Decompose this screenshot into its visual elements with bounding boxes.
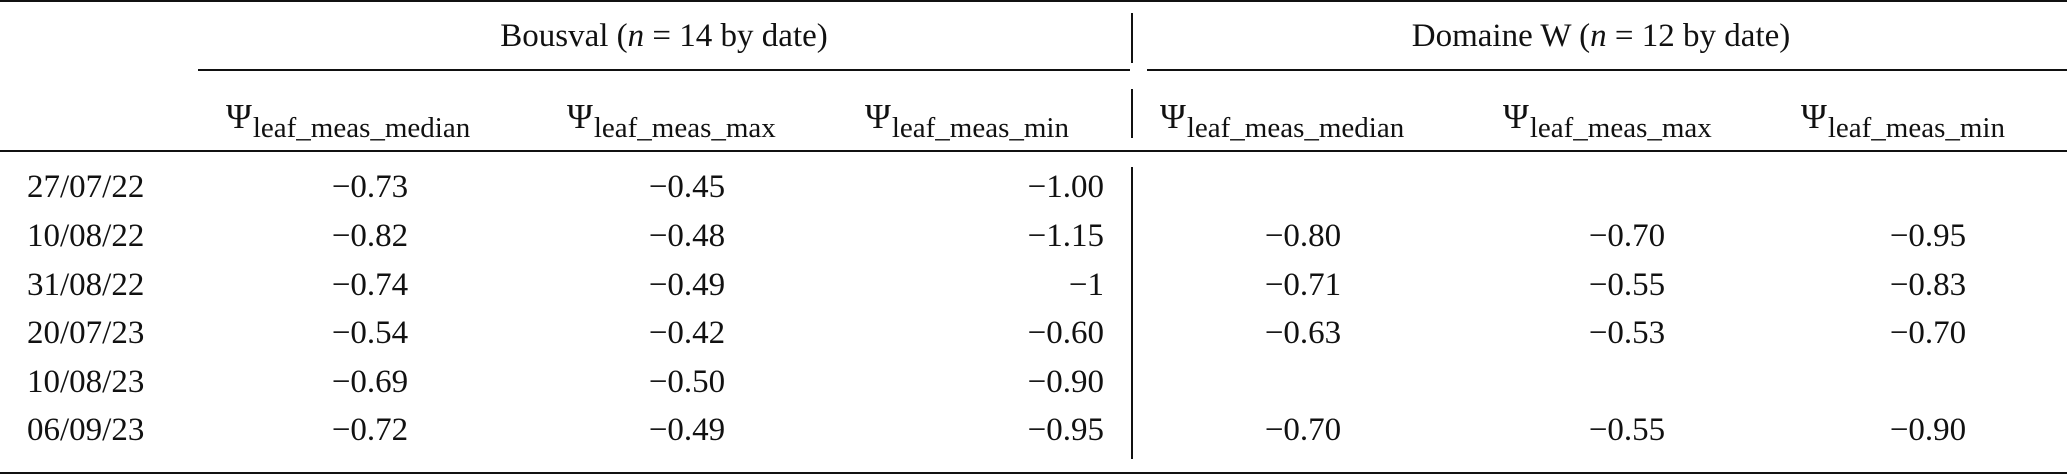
table-cell: −1.00: [1027, 169, 1104, 205]
table-cell: −0.70: [1889, 315, 1967, 351]
column-header-domaine-min: Ψleaf_meas_min: [1801, 97, 2005, 144]
group-n-variable: n: [627, 18, 645, 54]
column-subscript: leaf_meas_max: [593, 112, 776, 144]
column-header-bousval-median: Ψleaf_meas_median: [226, 97, 470, 144]
table-cell: −0.70: [1588, 218, 1666, 254]
psi-symbol: Ψ: [1801, 97, 1827, 136]
table-cell: −0.95: [1889, 218, 1967, 254]
row-date: 06/09/23: [27, 412, 145, 448]
row-date: 10/08/23: [27, 364, 145, 400]
header-separator-rule: [0, 150, 2067, 152]
column-subscript: leaf_meas_min: [891, 112, 1069, 144]
row-date: 10/08/22: [27, 218, 145, 254]
table-cell: −1: [1068, 267, 1104, 303]
group-name: Domaine W: [1411, 18, 1571, 54]
table-cell: −0.49: [648, 267, 726, 303]
group-n-suffix: = 14 by date): [644, 18, 828, 54]
table-cell: −0.53: [1588, 315, 1666, 351]
table-cell: −0.90: [1889, 412, 1967, 448]
table-cell: −0.42: [648, 315, 726, 351]
table-top-rule: [0, 0, 2067, 2]
row-date: 20/07/23: [27, 315, 145, 351]
group-title-domaine-w: Domaine W (n = 12 by date): [1412, 16, 1790, 56]
group-divider-body: [1131, 167, 1133, 459]
column-header-domaine-median: Ψleaf_meas_median: [1160, 97, 1404, 144]
column-header-bousval-min: Ψleaf_meas_min: [865, 97, 1069, 144]
table-cell: −0.63: [1264, 315, 1342, 351]
row-date: 27/07/22: [27, 169, 145, 205]
group-divider-top: [1131, 13, 1133, 63]
table-cell: −1.15: [1027, 218, 1104, 254]
column-subscript: leaf_meas_median: [1186, 112, 1405, 144]
psi-symbol: Ψ: [865, 97, 891, 136]
domaine-group-rule: [1147, 69, 2067, 71]
table-cell: −0.49: [648, 412, 726, 448]
table-cell: −0.90: [1027, 364, 1104, 400]
table-cell: −0.55: [1588, 267, 1666, 303]
group-n-variable: n: [1590, 18, 1607, 54]
table-cell: −0.71: [1264, 267, 1342, 303]
table-cell: −0.55: [1588, 412, 1666, 448]
column-subscript: leaf_meas_max: [1529, 112, 1712, 144]
row-date: 31/08/22: [27, 267, 145, 303]
bousval-group-rule: [198, 69, 1130, 71]
table-cell: −0.95: [1027, 412, 1104, 448]
group-n-prefix: (: [616, 18, 628, 54]
table-cell: −0.73: [331, 169, 409, 205]
column-subscript: leaf_meas_median: [252, 112, 471, 144]
table-cell: −0.60: [1027, 315, 1104, 351]
group-divider-header: [1131, 89, 1133, 138]
psi-symbol: Ψ: [226, 97, 252, 136]
group-name: Bousval: [500, 18, 609, 54]
group-title-bousval: Bousval (n = 14 by date): [500, 16, 827, 56]
column-header-domaine-max: Ψleaf_meas_max: [1503, 97, 1712, 144]
table-cell: −0.70: [1264, 412, 1342, 448]
table-cell: −0.48: [648, 218, 726, 254]
table-cell: −0.69: [331, 364, 409, 400]
table-cell: −0.83: [1889, 267, 1967, 303]
column-subscript: leaf_meas_min: [1827, 112, 2005, 144]
table-cell: −0.54: [331, 315, 409, 351]
group-n-suffix: = 12 by date): [1606, 18, 1791, 54]
table-cell: −0.80: [1264, 218, 1342, 254]
psi-symbol: Ψ: [1160, 97, 1186, 136]
psi-symbol: Ψ: [567, 97, 593, 136]
table-cell: −0.50: [648, 364, 726, 400]
table-cell: −0.45: [648, 169, 726, 205]
column-header-bousval-max: Ψleaf_meas_max: [567, 97, 776, 144]
table-cell: −0.72: [331, 412, 409, 448]
table-bottom-rule: [0, 472, 2067, 474]
table-cell: −0.74: [331, 267, 409, 303]
table-cell: −0.82: [331, 218, 409, 254]
group-n-prefix: (: [1579, 18, 1591, 54]
psi-symbol: Ψ: [1503, 97, 1529, 136]
